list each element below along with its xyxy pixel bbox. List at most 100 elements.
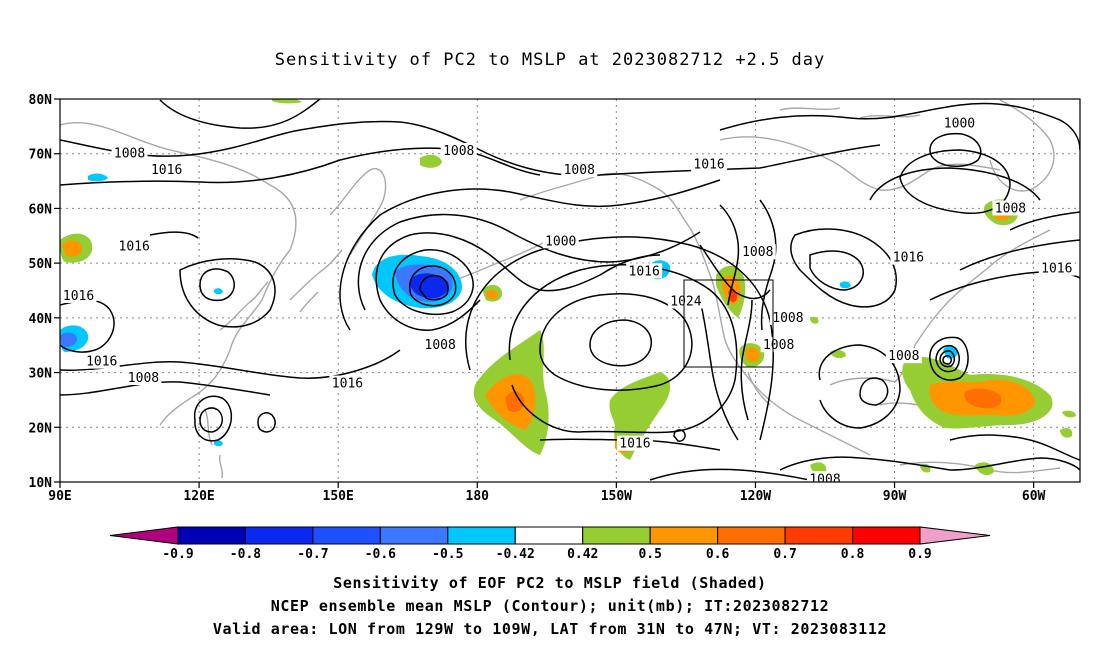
mslp-contour	[818, 344, 901, 429]
lon-label: 120E	[183, 489, 214, 504]
mslp-contour	[199, 407, 223, 433]
mslp-contour	[719, 102, 1080, 151]
colorbar: -0.9 -0.8 -0.7 -0.6 -0.5 -0.42 0.42 0.5 0.6 0.7 0.…	[109, 526, 991, 562]
colorbar-segment	[649, 526, 719, 545]
lon-label: 90E	[48, 489, 71, 504]
sensitivity-shade	[214, 288, 223, 295]
contour-label: 1008	[809, 472, 840, 487]
mslp-contour	[790, 228, 897, 308]
sensitivity-shade	[60, 332, 78, 348]
mslp-contour	[257, 412, 276, 433]
contour-label: 1016	[63, 289, 94, 304]
mslp-contour	[339, 179, 721, 331]
mslp-contour	[589, 319, 652, 367]
coastline	[204, 409, 224, 479]
contour-label-bg	[626, 263, 663, 279]
contour-label: 1008	[995, 201, 1026, 216]
contour-label: 1008	[763, 338, 794, 353]
contour-label: 1008	[772, 311, 803, 326]
contour-label: 1008	[888, 349, 919, 364]
colorbar-tick-label: 0.42	[567, 547, 598, 562]
coastline	[329, 167, 387, 256]
lat-label: 70N	[29, 148, 53, 163]
coastline	[719, 136, 1001, 191]
colorbar-below-triangle	[109, 526, 179, 545]
lon-label: 150E	[323, 489, 354, 504]
contour-label: 1016	[619, 437, 650, 452]
lat-label: 30N	[29, 367, 53, 382]
sensitivity-shade	[88, 173, 108, 182]
sensitivity-shade	[410, 273, 449, 299]
colorbar-above-triangle	[919, 526, 991, 545]
coastline	[519, 172, 691, 229]
contour-label-bg	[125, 370, 162, 386]
colorbar-tick-label: -0.7	[297, 547, 328, 562]
contour-label-bg	[111, 145, 148, 161]
mslp-contour	[149, 231, 199, 239]
contour-label-bg	[890, 249, 927, 265]
colorbar-segment	[717, 526, 786, 545]
contour-label-bg	[667, 293, 704, 309]
colorbar-tick-label: -0.42	[496, 547, 535, 562]
mslp-contour	[699, 244, 771, 300]
coastline	[779, 107, 921, 119]
colorbar-tick-label: -0.6	[365, 547, 396, 562]
map-frame	[59, 98, 1081, 483]
contour-label-bg	[422, 337, 459, 353]
mslp-contour	[419, 274, 449, 301]
contour-label: 1016	[893, 251, 924, 266]
lat-label: 80N	[29, 93, 53, 108]
contour-label: 1008	[564, 163, 595, 178]
contour-label-bg	[691, 156, 728, 172]
sensitivity-shade	[62, 240, 83, 257]
contour-label-bg	[769, 309, 806, 325]
colorbar-segment	[852, 526, 921, 545]
mslp-contour	[60, 381, 271, 396]
contour-label-bg	[807, 471, 843, 482]
sensitivity-shade	[505, 391, 525, 412]
mslp-contour	[935, 344, 960, 373]
coastline	[454, 241, 546, 281]
contour-label: 1000	[944, 117, 975, 132]
sensitivity-shade	[745, 347, 760, 363]
contour-label: 1000	[545, 234, 576, 249]
sensitivity-shade	[1062, 410, 1076, 418]
contour-label: 1008	[425, 338, 456, 353]
map-title: Sensitivity of PC2 to MSLP at 2023082712…	[274, 50, 826, 70]
lat-label: 10N	[29, 476, 53, 491]
colorbar-segment	[514, 526, 584, 545]
mslp-contour	[699, 299, 739, 441]
mslp-contour	[60, 120, 881, 177]
mslp-contour	[193, 395, 232, 442]
sensitivity-shade	[420, 154, 442, 168]
colorbar-segment	[582, 526, 651, 545]
contour-label-bg	[542, 233, 579, 249]
mslp-contours	[60, 99, 1080, 482]
mslp-contour	[949, 434, 1080, 461]
mslp-contour	[719, 204, 740, 306]
coastline	[829, 229, 1051, 386]
mslp-contour	[673, 429, 686, 442]
mslp-contour	[759, 199, 777, 331]
lon-label: 150W	[601, 489, 632, 504]
sensitivity-shading	[60, 99, 1076, 476]
colorbar-segment	[312, 526, 381, 545]
caption-line-3: Valid area: LON from 129W to 109W, LAT f…	[212, 620, 888, 638]
mslp-contour	[869, 167, 1041, 201]
mslp-contour	[199, 268, 235, 302]
sensitivity-shade	[272, 99, 302, 104]
mslp-contour	[179, 257, 276, 328]
lat-label: 50N	[29, 257, 53, 272]
colorbar-tick-label: 0.6	[706, 547, 730, 562]
colorbar-tick-label: 0.8	[841, 547, 865, 562]
mslp-contour	[392, 249, 474, 315]
contour-label-bg	[885, 348, 922, 364]
mslp-contour	[859, 377, 889, 406]
coastline	[989, 99, 1055, 192]
mslp-contour	[939, 350, 955, 368]
colorbar-segment	[177, 526, 246, 545]
mslp-contour	[899, 149, 1011, 214]
contour-label-bg	[440, 142, 477, 158]
caption-line-2: NCEP ensemble mean MSLP (Contour); unit(…	[270, 597, 830, 615]
